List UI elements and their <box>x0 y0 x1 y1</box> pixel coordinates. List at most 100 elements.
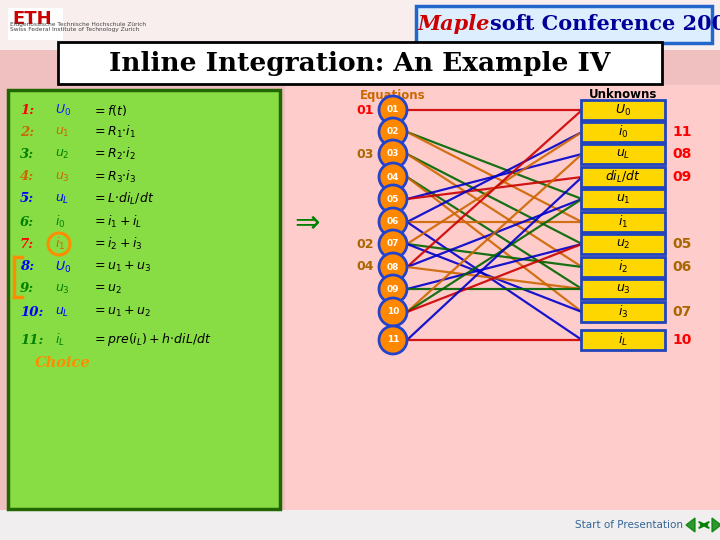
Text: $= f(t)$: $= f(t)$ <box>92 103 127 118</box>
Text: $= R_2{\cdot}i_2$: $= R_2{\cdot}i_2$ <box>92 146 136 162</box>
FancyBboxPatch shape <box>581 234 665 254</box>
FancyBboxPatch shape <box>58 42 662 84</box>
Text: 10: 10 <box>387 307 399 316</box>
Text: 11:: 11: <box>20 334 43 347</box>
Circle shape <box>379 326 407 354</box>
Text: $= i_2 + i_3$: $= i_2 + i_3$ <box>92 236 143 252</box>
Text: 09: 09 <box>387 285 400 294</box>
Text: soft Conference 2006: soft Conference 2006 <box>490 14 720 34</box>
Text: $u_L$: $u_L$ <box>55 306 69 319</box>
Circle shape <box>379 275 407 303</box>
Text: $U_0$: $U_0$ <box>55 259 71 274</box>
Text: 04: 04 <box>387 172 400 181</box>
Text: 5:: 5: <box>20 192 34 206</box>
Text: 6:: 6: <box>20 215 34 228</box>
Text: 7:: 7: <box>20 238 34 251</box>
Text: Inline Integration: An Example IV: Inline Integration: An Example IV <box>109 51 611 76</box>
Text: 04: 04 <box>356 260 374 273</box>
Text: 02: 02 <box>387 127 399 137</box>
FancyBboxPatch shape <box>581 100 665 120</box>
Bar <box>0 0 720 50</box>
Text: 9:: 9: <box>20 282 34 295</box>
Text: $= L{\cdot}di_L/dt$: $= L{\cdot}di_L/dt$ <box>92 191 154 207</box>
Text: 05: 05 <box>387 194 399 204</box>
Text: $= u_2$: $= u_2$ <box>92 282 122 295</box>
Text: 4:: 4: <box>20 171 34 184</box>
Text: Swiss Federal Institute of Technology Zurich: Swiss Federal Institute of Technology Zu… <box>10 27 139 32</box>
Text: $i_2$: $i_2$ <box>618 259 628 275</box>
Text: $u_3$: $u_3$ <box>55 171 70 184</box>
Text: $= u_1 + u_2$: $= u_1 + u_2$ <box>92 305 151 319</box>
Text: Maple: Maple <box>418 14 490 34</box>
Circle shape <box>379 253 407 281</box>
FancyBboxPatch shape <box>581 257 665 277</box>
Text: Unknowns: Unknowns <box>589 89 657 102</box>
Text: Start of Presentation: Start of Presentation <box>575 520 683 530</box>
Text: 03: 03 <box>387 150 399 159</box>
Text: 1:: 1: <box>20 104 34 117</box>
Text: 06: 06 <box>387 218 399 226</box>
Text: 07: 07 <box>672 305 691 319</box>
Text: $i_0$: $i_0$ <box>618 124 629 140</box>
Circle shape <box>379 118 407 146</box>
Bar <box>0 510 720 540</box>
Text: $= pre(i_L) + h{\cdot}diL/dt$: $= pre(i_L) + h{\cdot}diL/dt$ <box>92 332 212 348</box>
Text: $i_1$: $i_1$ <box>618 214 628 230</box>
Text: $\Rightarrow$: $\Rightarrow$ <box>289 207 321 237</box>
Text: 03: 03 <box>356 147 374 160</box>
Text: 09: 09 <box>672 170 691 184</box>
Text: $u_3$: $u_3$ <box>616 282 631 295</box>
Text: 08: 08 <box>387 262 399 272</box>
Polygon shape <box>712 518 720 532</box>
Text: ETH: ETH <box>12 10 52 28</box>
Text: 05: 05 <box>672 237 691 251</box>
Text: $= R_1{\cdot}i_1$: $= R_1{\cdot}i_1$ <box>92 124 136 140</box>
Text: 06: 06 <box>672 260 691 274</box>
Text: 11: 11 <box>387 335 400 345</box>
Text: 8:: 8: <box>20 260 34 273</box>
Text: $u_1$: $u_1$ <box>616 192 630 206</box>
Text: 10: 10 <box>672 333 691 347</box>
Text: $U_0$: $U_0$ <box>55 103 71 118</box>
Text: $= i_1 + i_L$: $= i_1 + i_L$ <box>92 214 142 230</box>
Text: 07: 07 <box>387 240 400 248</box>
FancyBboxPatch shape <box>8 90 280 509</box>
Text: $i_L$: $i_L$ <box>55 332 65 348</box>
Circle shape <box>379 163 407 191</box>
Text: $= u_1 + u_3$: $= u_1 + u_3$ <box>92 260 151 274</box>
Text: 02: 02 <box>356 238 374 251</box>
Bar <box>285 85 720 510</box>
Text: $di_L/dt$: $di_L/dt$ <box>605 169 641 185</box>
Text: $u_L$: $u_L$ <box>55 192 69 206</box>
FancyBboxPatch shape <box>416 6 712 43</box>
FancyBboxPatch shape <box>581 167 665 187</box>
Text: 08: 08 <box>672 147 691 161</box>
Text: $u_2$: $u_2$ <box>55 147 70 160</box>
Text: $i_L$: $i_L$ <box>618 332 628 348</box>
Text: $i_3$: $i_3$ <box>618 304 628 320</box>
Circle shape <box>379 140 407 168</box>
FancyBboxPatch shape <box>581 279 665 299</box>
Text: $i_1$: $i_1$ <box>55 236 66 252</box>
Bar <box>8 8 63 40</box>
Polygon shape <box>686 518 695 532</box>
Text: $u_1$: $u_1$ <box>55 125 70 139</box>
FancyBboxPatch shape <box>581 144 665 164</box>
Circle shape <box>379 208 407 236</box>
Text: $u_3$: $u_3$ <box>55 282 70 295</box>
Text: 3:: 3: <box>20 147 34 160</box>
FancyBboxPatch shape <box>581 122 665 142</box>
Text: Eidgenössische Technische Hochschule Zürich: Eidgenössische Technische Hochschule Zür… <box>10 22 146 27</box>
FancyBboxPatch shape <box>581 302 665 322</box>
Circle shape <box>379 298 407 326</box>
FancyBboxPatch shape <box>581 212 665 232</box>
Text: 11: 11 <box>672 125 691 139</box>
FancyBboxPatch shape <box>581 330 665 350</box>
Text: Equations: Equations <box>360 89 426 102</box>
FancyBboxPatch shape <box>581 189 665 209</box>
Text: $= R_3{\cdot}i_3$: $= R_3{\cdot}i_3$ <box>92 169 136 185</box>
Text: Choice: Choice <box>35 356 91 370</box>
Text: $u_2$: $u_2$ <box>616 238 630 251</box>
Circle shape <box>379 230 407 258</box>
Text: $i_0$: $i_0$ <box>55 214 66 230</box>
